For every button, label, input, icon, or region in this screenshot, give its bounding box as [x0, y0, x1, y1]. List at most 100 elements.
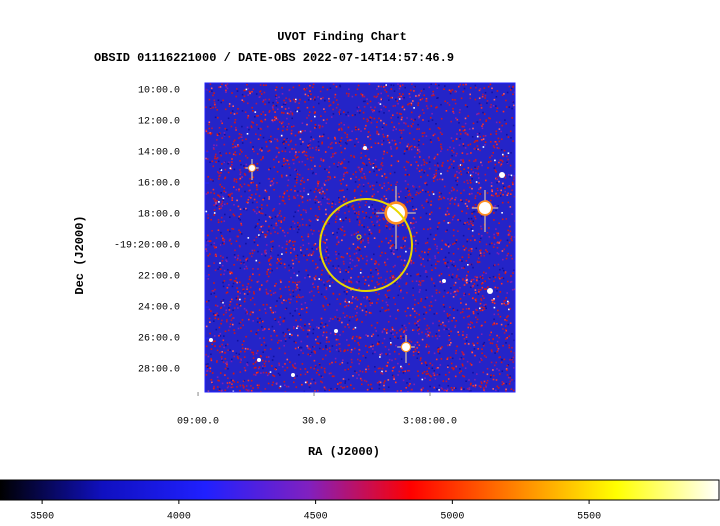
- noise-pixel: [347, 95, 350, 97]
- noise-pixel: [322, 334, 324, 337]
- noise-pixel: [286, 190, 288, 192]
- noise-pixel: [304, 381, 307, 384]
- noise-pixel: [340, 140, 342, 142]
- noise-pixel: [385, 353, 387, 355]
- noise-pixel: [418, 313, 420, 316]
- noise-pixel: [329, 285, 331, 287]
- noise-pixel: [509, 206, 512, 208]
- noise-pixel: [497, 309, 499, 312]
- noise-pixel: [406, 201, 409, 203]
- noise-pixel: [301, 151, 304, 154]
- noise-pixel: [394, 336, 396, 338]
- noise-pixel: [502, 193, 504, 196]
- noise-pixel: [368, 161, 371, 164]
- noise-pixel: [215, 153, 217, 156]
- noise-pixel: [226, 202, 229, 205]
- noise-pixel: [400, 190, 402, 193]
- noise-pixel: [319, 234, 321, 236]
- noise-pixel: [217, 219, 220, 221]
- noise-pixel: [249, 92, 251, 95]
- noise-pixel: [274, 368, 276, 370]
- noise-pixel: [496, 252, 499, 254]
- noise-pixel: [314, 275, 317, 277]
- noise-pixel: [351, 95, 354, 98]
- noise-pixel: [393, 297, 395, 299]
- noise-pixel: [218, 388, 221, 390]
- noise-pixel: [217, 99, 220, 101]
- noise-pixel: [283, 112, 285, 114]
- noise-pixel: [394, 105, 396, 107]
- noise-pixel: [249, 141, 252, 144]
- noise-pixel: [347, 344, 350, 347]
- noise-pixel: [210, 243, 213, 246]
- noise-pixel: [424, 170, 426, 172]
- noise-pixel: [463, 294, 465, 297]
- noise-pixel: [386, 353, 388, 356]
- noise-pixel: [314, 243, 317, 245]
- noise-pixel: [276, 101, 279, 104]
- noise-pixel: [508, 225, 511, 228]
- noise-pixel: [322, 160, 325, 162]
- noise-pixel: [251, 351, 253, 354]
- noise-pixel: [480, 225, 482, 228]
- noise-pixel: [478, 102, 481, 105]
- noise-pixel: [471, 192, 473, 195]
- noise-pixel: [211, 372, 214, 374]
- noise-pixel: [322, 358, 324, 360]
- noise-pixel: [466, 334, 468, 336]
- noise-pixel: [410, 124, 412, 127]
- noise-pixel: [239, 298, 241, 301]
- noise-pixel: [341, 129, 343, 131]
- noise-pixel: [476, 309, 478, 311]
- noise-pixel: [507, 315, 509, 317]
- noise-pixel: [296, 194, 299, 197]
- noise-pixel: [300, 143, 302, 145]
- noise-pixel: [341, 226, 344, 228]
- noise-pixel: [505, 257, 508, 260]
- noise-pixel: [317, 145, 320, 147]
- noise-pixel: [510, 235, 513, 238]
- noise-pixel: [362, 183, 365, 186]
- noise-pixel: [348, 218, 351, 221]
- noise-pixel: [402, 129, 405, 131]
- noise-pixel: [232, 105, 234, 107]
- noise-pixel: [368, 284, 370, 287]
- noise-pixel: [322, 190, 324, 193]
- noise-pixel: [398, 87, 401, 90]
- noise-pixel: [510, 350, 512, 353]
- noise-pixel: [220, 220, 223, 223]
- noise-pixel: [479, 289, 482, 291]
- noise-pixel: [369, 302, 372, 304]
- noise-pixel: [476, 276, 478, 279]
- noise-pixel: [248, 290, 251, 293]
- noise-pixel: [509, 130, 512, 133]
- noise-pixel: [354, 326, 357, 329]
- noise-pixel: [221, 343, 223, 346]
- noise-pixel: [378, 293, 380, 295]
- noise-pixel: [307, 233, 310, 236]
- noise-pixel: [262, 304, 265, 306]
- noise-pixel: [487, 167, 489, 169]
- noise-pixel: [399, 95, 402, 98]
- noise-pixel: [506, 244, 508, 247]
- source-region: [319, 198, 413, 292]
- noise-pixel: [435, 83, 437, 85]
- noise-pixel: [354, 347, 356, 350]
- noise-pixel: [454, 90, 456, 93]
- noise-pixel: [400, 118, 403, 121]
- noise-pixel: [327, 176, 329, 178]
- noise-pixel: [207, 278, 210, 280]
- noise-pixel: [239, 208, 242, 210]
- noise-pixel: [361, 95, 364, 98]
- noise-pixel: [325, 287, 328, 289]
- noise-pixel: [255, 236, 258, 238]
- noise-pixel: [485, 120, 487, 122]
- noise-pixel: [322, 220, 324, 223]
- noise-pixel: [237, 295, 239, 298]
- noise-pixel: [503, 149, 506, 152]
- noise-pixel: [307, 144, 309, 147]
- noise-pixel: [262, 136, 265, 139]
- noise-pixel: [231, 164, 233, 166]
- noise-pixel: [358, 258, 360, 260]
- noise-pixel: [441, 239, 444, 242]
